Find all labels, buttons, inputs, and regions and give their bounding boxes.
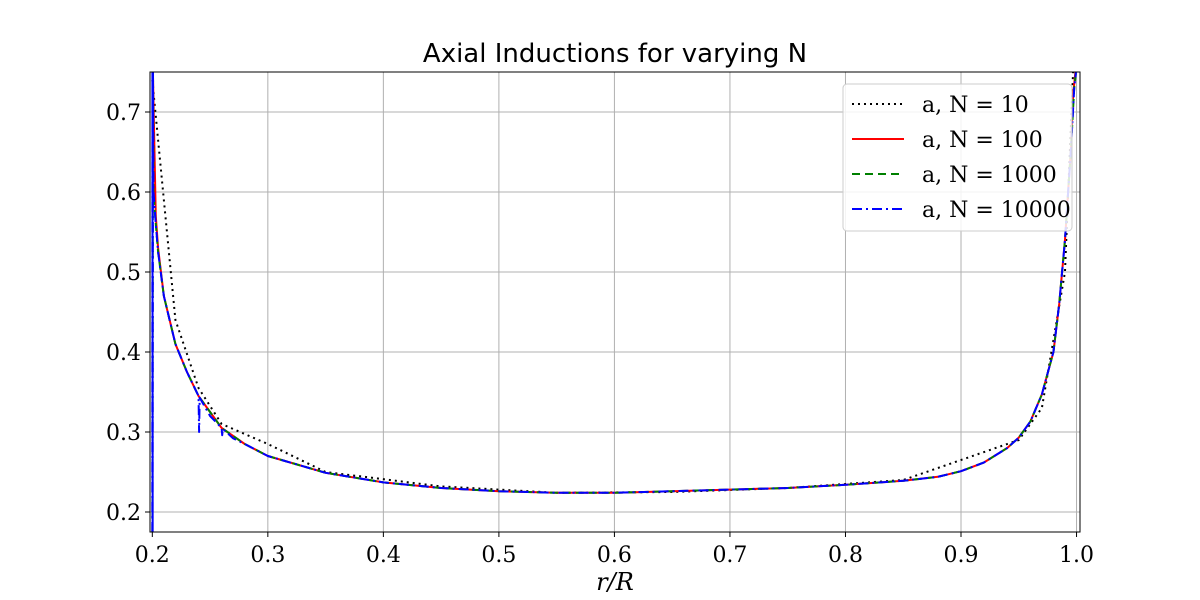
series-line-3 (151, 72, 1077, 532)
x-tick-label: 0.9 (944, 543, 979, 568)
legend: a, N = 10 a, N = 100 a, N = 1000 a, N = 100… (842, 83, 1073, 232)
tick-labels: 0.2 0.3 0.4 0.5 0.6 0.7 0.8 0.9 1.0 0.2 0.3 0.4 0.5 0… (106, 101, 1094, 568)
legend-label: a, N = 10000 (922, 198, 1071, 223)
y-tick-label: 0.3 (106, 421, 141, 446)
x-tick-label: 0.4 (366, 543, 401, 568)
y-tick-label: 0.4 (106, 341, 141, 366)
x-tick-label: 0.7 (712, 543, 747, 568)
series-lines (151, 72, 1077, 532)
legend-box (842, 83, 1073, 232)
legend-label: a, N = 10 (922, 93, 1029, 118)
legend-label: a, N = 100 (922, 128, 1043, 153)
x-tick-label: 0.8 (828, 543, 863, 568)
x-tick-label: 1.0 (1059, 543, 1094, 568)
y-tick-label: 0.7 (106, 101, 141, 126)
legend-label: a, N = 1000 (922, 163, 1057, 188)
y-tick-label: 0.6 (106, 181, 141, 206)
x-tick-label: 0.3 (250, 543, 285, 568)
plot-frame (149, 71, 1081, 533)
x-tick-label: 0.6 (597, 543, 632, 568)
x-axis-label: r/R (596, 568, 634, 596)
x-tick-label: 0.5 (481, 543, 516, 568)
x-tick-label: 0.2 (135, 543, 170, 568)
y-tick-label: 0.2 (106, 501, 141, 526)
chart-title: Axial Inductions for varying N (423, 39, 807, 69)
y-tick-label: 0.5 (106, 261, 141, 286)
